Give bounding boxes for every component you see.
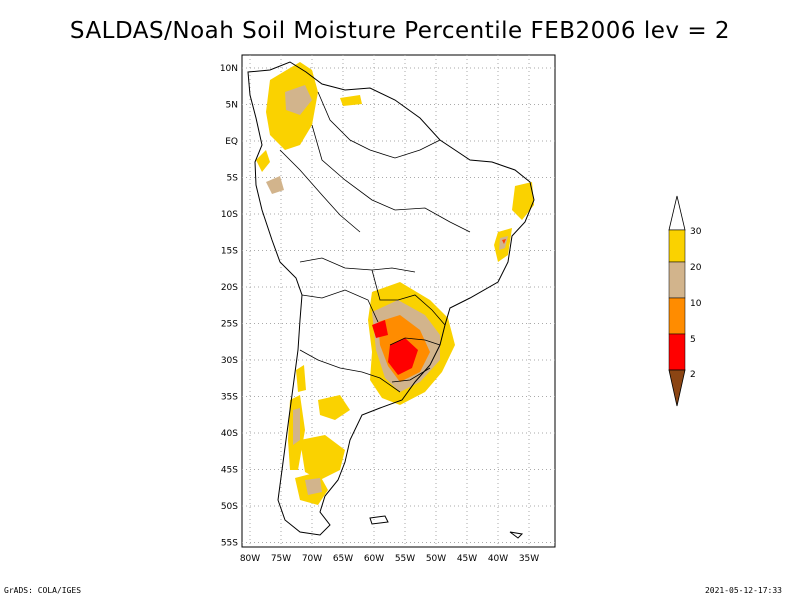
colorbar-top-arrow	[668, 195, 686, 231]
lat-label: 5N	[226, 101, 238, 111]
shade-peru-n	[266, 176, 284, 194]
shade-chile-tan	[293, 408, 300, 445]
shade-venezuela-dots	[340, 95, 362, 106]
legend-label-30: 30	[690, 227, 702, 237]
lon-label: 35W	[519, 554, 539, 564]
shade-ecuador	[256, 150, 270, 172]
shade-paraguay-red	[372, 320, 388, 338]
lat-label: 35S	[221, 393, 238, 403]
lat-label: EQ	[225, 137, 238, 147]
lon-label: 80W	[240, 554, 260, 564]
lat-label: 45S	[221, 466, 238, 476]
shade-ne-brazil	[512, 182, 534, 220]
legend-label-20: 20	[690, 263, 702, 273]
colorbar: 30 20 10 5 2	[668, 195, 702, 407]
shade-colombia-tan	[285, 85, 312, 115]
shade-patagonia-tan	[305, 478, 322, 495]
lon-label: 50W	[426, 554, 446, 564]
lat-label: 5S	[227, 174, 239, 184]
shade-patagonia	[300, 435, 345, 480]
colorbar-bottom-arrow	[668, 369, 686, 407]
lat-label: 50S	[221, 502, 238, 512]
lat-label: 10S	[221, 210, 238, 220]
colorbar-20-30	[668, 229, 686, 263]
colorbar-5-10	[668, 297, 686, 335]
lon-label: 70W	[302, 554, 322, 564]
lat-label: 40S	[221, 429, 238, 439]
lat-label: 10N	[220, 64, 238, 74]
latitude-labels: 10N 5N EQ 5S 10S 15S 20S 25S 30S 35S 40S 45S 50S 55S	[220, 64, 238, 549]
map-title: SALDAS/Noah Soil Moisture Percentile FEB…	[69, 18, 731, 44]
lon-label: 60W	[364, 554, 384, 564]
percentile-shading	[256, 62, 534, 505]
lon-label: 75W	[271, 554, 291, 564]
shade-north-chile	[296, 365, 306, 392]
longitude-labels: 80W 75W 70W 65W 60W 55W 50W 45W 40W 35W	[240, 554, 539, 564]
lat-label: 20S	[221, 283, 238, 293]
colorbar-2-5	[668, 333, 686, 371]
lat-label: 15S	[221, 247, 238, 257]
shade-bahia-red	[502, 239, 506, 244]
coastline	[247, 61, 535, 536]
colorbar-10-20	[668, 261, 686, 299]
legend-label-10: 10	[690, 299, 702, 309]
footer-credit: GrADS: COLA/IGES	[4, 586, 82, 595]
lon-label: 55W	[395, 554, 415, 564]
lon-label: 65W	[333, 554, 353, 564]
shade-argentina-mid	[318, 395, 350, 420]
lat-label: 55S	[221, 539, 238, 549]
footer-timestamp: 2021-05-12-17:33	[704, 586, 782, 595]
lat-label: 25S	[221, 320, 238, 330]
legend-label-5: 5	[690, 335, 696, 345]
lon-label: 40W	[488, 554, 508, 564]
country-borders	[279, 91, 471, 393]
legend-label-2: 2	[690, 370, 696, 380]
lon-label: 45W	[457, 554, 477, 564]
islands	[369, 515, 524, 539]
lat-label: 30S	[221, 356, 238, 366]
shade-southcone-red	[388, 338, 418, 375]
